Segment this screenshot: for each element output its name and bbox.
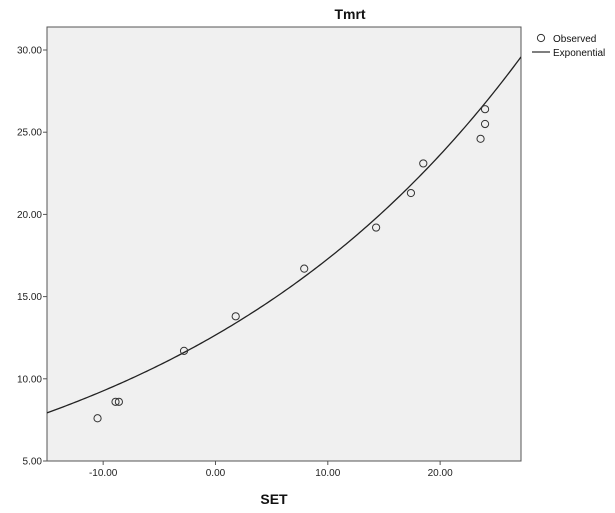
exponential-fit-line xyxy=(47,56,521,414)
legend-label-observed: Observed xyxy=(553,34,596,45)
legend-marker-observed xyxy=(536,33,546,43)
plot-area xyxy=(46,26,522,462)
legend-label-exponential: Exponential xyxy=(553,48,605,59)
chart-title: Tmrt xyxy=(334,6,365,22)
y-tick-label: 15.00 xyxy=(17,292,42,303)
observed-point xyxy=(476,134,485,143)
x-tick-label: 0.00 xyxy=(206,468,226,479)
y-tick-label: 10.00 xyxy=(17,374,42,385)
x-tick-label: -10.00 xyxy=(89,468,118,479)
observed-point xyxy=(419,159,428,168)
observed-point xyxy=(300,264,309,273)
observed-point xyxy=(480,105,490,114)
observed-point xyxy=(231,312,240,321)
legend: Observed Exponential xyxy=(532,33,605,59)
y-tick-label: 20.00 xyxy=(17,210,42,221)
observed-point xyxy=(93,414,102,423)
observed-point xyxy=(114,397,123,406)
y-tick-label: 25.00 xyxy=(17,128,42,139)
observed-point xyxy=(372,223,381,232)
x-axis-title: SET xyxy=(260,491,288,507)
observed-point xyxy=(179,346,189,355)
x-tick-label: 10.00 xyxy=(315,468,340,479)
y-tick-label: 30.00 xyxy=(17,46,42,57)
observed-point xyxy=(480,119,490,129)
x-tick-label: 20.00 xyxy=(428,468,453,479)
observed-point xyxy=(406,188,416,198)
observed-point xyxy=(111,397,120,406)
y-tick-label: 5.00 xyxy=(23,457,43,468)
